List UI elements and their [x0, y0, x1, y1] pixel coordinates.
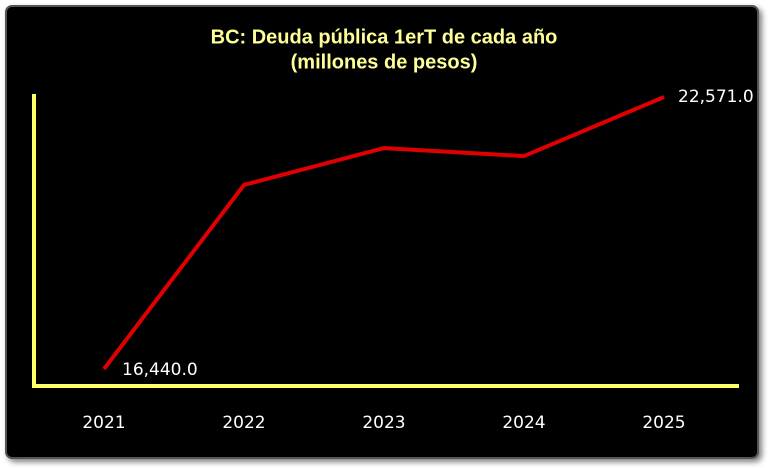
- x-tick-label: 2023: [362, 413, 405, 433]
- chart-subtitle: (millones de pesos): [291, 51, 478, 73]
- x-tick-label: 2025: [642, 413, 685, 433]
- chart-frame: [5, 5, 759, 459]
- x-tick-label: 2024: [502, 413, 545, 433]
- x-tick-label: 2021: [82, 413, 125, 433]
- data-label: 16,440.0: [122, 360, 198, 380]
- data-label: 22,571.0: [678, 87, 754, 107]
- x-tick-label: 2022: [222, 413, 265, 433]
- data-line: [102, 95, 665, 371]
- chart-title: BC: Deuda pública 1erT de cada año: [211, 26, 558, 48]
